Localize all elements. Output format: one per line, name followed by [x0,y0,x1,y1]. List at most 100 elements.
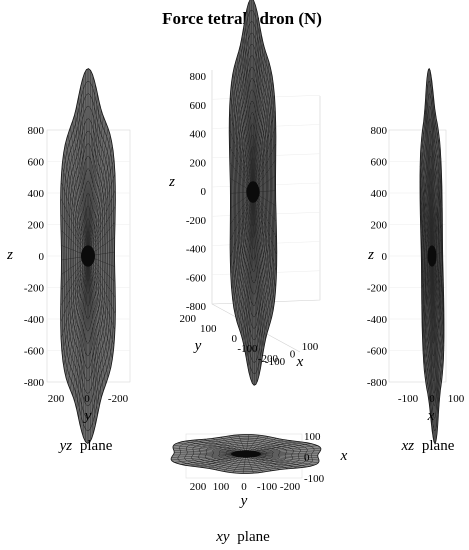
yz-spoke-35 [70,255,89,391]
iso-spoke-58 [241,35,254,193]
yz-spoke-64 [87,70,91,257]
xz-x-tick-1: 0 [429,393,435,405]
yz-spoke-58 [76,105,89,257]
yz-z-tick-8: -800 [24,377,45,389]
yz-spoke-54 [67,133,89,257]
iso-spoke-33 [242,191,254,342]
xy-y-tick-2: 0 [241,481,247,493]
iso-spoke-38 [232,191,254,304]
yz-spoke-69 [87,110,102,257]
yz-spoke-38 [63,255,89,367]
iso-spoke-50 [229,112,254,193]
iso-core [246,181,260,203]
iso-x-axis-label: x [296,354,304,370]
iso-spoke-34 [240,191,254,335]
iso-spoke-14 [252,191,277,272]
yz-spoke-33 [74,255,89,402]
xz-spoke-15 [431,255,445,346]
yz-y-axis-label: y [83,408,92,424]
iso-z-tick-3: 200 [190,157,207,169]
yz-spoke-18 [87,255,109,379]
iso-spoke-69 [252,42,264,193]
iso-spoke-49 [228,129,254,193]
xy-x-tick-labels: 200 100 0 -100 -200 [190,481,301,493]
xy-caption-word: plane [237,529,270,545]
iso-spoke-32 [244,191,254,350]
yz-plane-panel: 800 600 400 200 0 -200 -400 -600 -800 200 0 -200 z… [6,68,131,454]
iso-z-tick-4: 0 [201,186,207,198]
yz-spoke-39 [61,255,89,354]
yz-spoke-67 [87,93,98,257]
xz-z-tick-0: 800 [371,125,388,137]
iso-spoke-31 [246,191,254,359]
yz-z-tick-6: -400 [24,314,45,326]
iso-spoke-68 [252,34,262,193]
iso-spoke-22 [252,191,265,349]
xy-x-tick-2: -100 [304,473,325,485]
yz-spoke-16 [87,255,113,360]
iso-spoke-55 [236,57,254,193]
yz-z-tick-2: 400 [28,188,45,200]
yz-spoke-29 [82,255,89,437]
yz-core [81,245,95,267]
xz-spoke-16 [431,255,444,360]
iso-spoke-21 [252,191,266,340]
iso-spoke-59 [243,26,254,193]
xz-z-tick-2: 400 [371,188,388,200]
iso-spoke-1 [252,70,272,193]
yz-plane-caption: yz plane [58,438,113,454]
xz-plane-caption: xz plane [401,438,455,454]
yz-z-axis-label: z [6,247,13,263]
yz-spoke-25 [87,255,94,435]
yz-y-tick-labels: 200 0 -200 [48,393,129,405]
yz-spoke-37 [65,255,89,377]
xz-z-tick-1: 600 [371,157,388,169]
iso-surface [211,0,321,386]
iso-spoke-25 [252,191,259,377]
iso-spoke-70 [252,49,266,193]
yz-spoke-52 [63,152,89,257]
xz-z-tick-7: -600 [367,346,388,358]
iso-spoke-40 [230,191,254,275]
yz-z-tick-5: -200 [24,283,45,295]
xz-spoke-51 [419,166,433,257]
iso-y-axis-label: y [193,338,202,354]
xy-x-tick-0: 100 [304,431,321,443]
xz-spoke-13 [431,255,445,315]
xz-spoke-52 [420,152,433,257]
xz-x-tick-0: -100 [398,393,419,405]
iso-z-tick-6: -400 [186,244,207,256]
xz-z-tick-labels: 800 600 400 200 0 -200 -400 -600 -800 [367,125,388,389]
yz-z-tick-7: -600 [24,346,45,358]
iso-spoke-20 [252,191,268,333]
yz-spoke-49 [60,197,89,257]
xz-z-tick-3: 200 [371,220,388,232]
iso-spoke-53 [232,72,254,193]
iso-spoke-67 [252,25,260,193]
iso-spoke-39 [231,191,254,291]
yz-spoke-61 [82,77,89,257]
yz-spoke-34 [72,255,89,396]
iso-spoke-16 [252,191,275,301]
xy-y-tick-4: -200 [280,481,301,493]
yz-spoke-21 [87,255,102,398]
xz-spoke-53 [420,142,433,257]
iso-spoke-66 [252,15,259,193]
iso-spoke-4 [252,109,276,193]
yz-spoke-28 [85,255,89,442]
iso-spoke-2 [252,80,274,193]
yz-spoke-0 [87,127,109,257]
iso-spoke-63 [251,0,254,193]
xy-core [231,450,261,458]
xy-x-axis-label: x [340,448,348,464]
iso-spoke-24 [252,191,261,368]
iso-spoke-52 [231,83,254,193]
xz-spoke-39 [422,255,433,354]
yz-spoke-71 [87,121,106,257]
iso-spoke-54 [234,63,254,193]
iso-spoke-62 [249,0,254,193]
yz-spoke-31 [78,255,89,419]
xy-y-tick-0: 200 [190,481,207,493]
xz-spoke-37 [424,255,433,377]
